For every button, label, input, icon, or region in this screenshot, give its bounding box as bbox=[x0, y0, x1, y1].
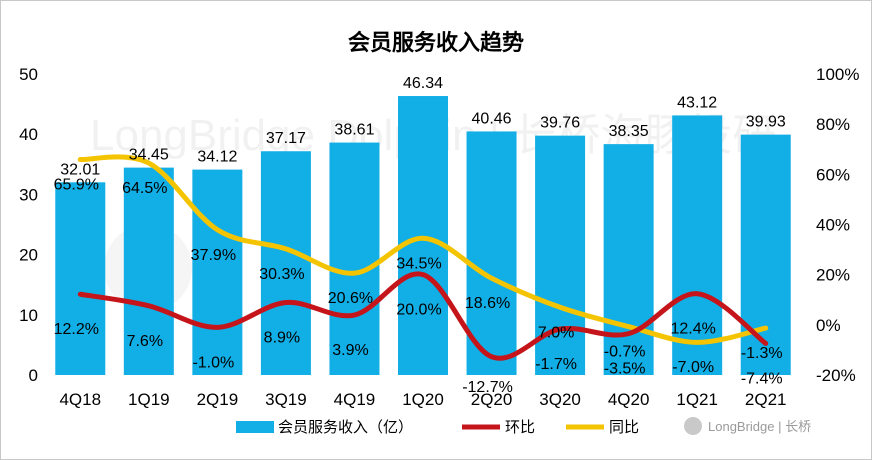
qoq-label-1Q20: 20.0% bbox=[396, 302, 441, 319]
y-right-tick-40%: 40% bbox=[816, 216, 850, 235]
yoy-label-2Q21: -1.3% bbox=[741, 345, 783, 362]
y-left-tick-20: 20 bbox=[19, 246, 38, 265]
bar-4Q19 bbox=[329, 142, 380, 375]
y-right-tick-100%: 100% bbox=[816, 65, 859, 84]
x-tick-1Q20: 1Q20 bbox=[402, 390, 444, 409]
qoq-label-2Q21: -7.4% bbox=[741, 370, 783, 387]
y-left-tick-0: 0 bbox=[29, 366, 38, 385]
qoq-label-2Q20: -12.7% bbox=[462, 379, 513, 396]
bar-2Q21 bbox=[740, 134, 791, 375]
bar-series bbox=[55, 96, 791, 375]
data-labels: 32.01 34.45 34.12 37.17 38.61 46.34 40.46 39.76… bbox=[54, 75, 786, 396]
legend-label-yoy: 同比 bbox=[609, 418, 639, 436]
bar-label-2Q21: 39.93 bbox=[746, 114, 786, 131]
legend-label-revenue: 会员服务收入（亿） bbox=[278, 418, 413, 436]
bar-label-1Q19: 34.45 bbox=[129, 147, 169, 164]
bar-1Q20 bbox=[398, 96, 448, 375]
y-left-tick-50: 50 bbox=[19, 65, 38, 84]
bar-label-4Q18: 32.01 bbox=[60, 161, 100, 178]
x-tick-1Q21: 1Q21 bbox=[676, 390, 718, 409]
yoy-label-4Q19: 20.6% bbox=[328, 290, 373, 307]
x-tick-4Q20: 4Q20 bbox=[608, 390, 650, 409]
bar-4Q18 bbox=[55, 182, 106, 375]
legend: 会员服务收入（亿） 环比 同比 bbox=[236, 418, 639, 436]
x-tick-4Q18: 4Q18 bbox=[59, 390, 101, 409]
right-axis-ticks: -20% 0% 20% 40% 60% 80% 100% bbox=[816, 65, 859, 385]
bar-label-4Q20: 38.35 bbox=[609, 123, 649, 140]
legend-swatch-bar bbox=[236, 421, 274, 433]
yoy-label-4Q18: 65.9% bbox=[54, 177, 99, 194]
qoq-label-3Q20: -1.7% bbox=[535, 356, 577, 373]
yoy-label-1Q20: 34.5% bbox=[396, 255, 441, 272]
yoy-label-3Q19: 30.3% bbox=[259, 266, 304, 283]
yoy-label-3Q20: 7.0% bbox=[538, 324, 574, 341]
qoq-label-2Q19: -1.0% bbox=[192, 354, 234, 371]
y-right-tick-0%: 0% bbox=[816, 316, 841, 335]
bar-label-2Q20: 40.46 bbox=[472, 110, 512, 127]
qoq-label-1Q19: 7.6% bbox=[127, 333, 163, 350]
y-right-tick-20%: 20% bbox=[816, 266, 850, 285]
bar-3Q19 bbox=[260, 151, 311, 375]
qoq-label-4Q20: -3.5% bbox=[604, 361, 646, 378]
bar-2Q19 bbox=[192, 169, 243, 375]
yoy-label-4Q20: -0.7% bbox=[604, 344, 646, 361]
x-tick-3Q20: 3Q20 bbox=[539, 390, 581, 409]
bar-1Q21 bbox=[672, 115, 723, 375]
brand-mark: LongBridge | 长桥 bbox=[684, 417, 811, 435]
line-series bbox=[77, 154, 769, 361]
bar-label-4Q19: 38.61 bbox=[334, 122, 374, 139]
y-left-tick-40: 40 bbox=[19, 125, 38, 144]
x-axis-ticks: 4Q18 1Q19 2Q19 3Q19 4Q19 1Q20 2Q20 3Q20 4Q20 1Q21… bbox=[59, 390, 786, 409]
y-right-tick-80%: 80% bbox=[816, 115, 850, 134]
yoy-label-1Q21: -7.0% bbox=[672, 359, 714, 376]
qoq-label-3Q19: 8.9% bbox=[264, 330, 300, 347]
line-qoq bbox=[77, 271, 769, 361]
qoq-label-1Q21: 12.4% bbox=[670, 321, 715, 338]
legend-label-qoq: 环比 bbox=[505, 418, 535, 436]
brand-text: LongBridge | 长桥 bbox=[708, 419, 811, 434]
qoq-label-4Q18: 12.2% bbox=[54, 321, 99, 338]
bar-label-2Q19: 34.12 bbox=[197, 149, 237, 166]
y-left-tick-30: 30 bbox=[19, 185, 38, 204]
y-right-tick-60%: 60% bbox=[816, 165, 850, 184]
bar-label-3Q20: 39.76 bbox=[540, 115, 580, 132]
bar-label-3Q19: 37.17 bbox=[266, 130, 306, 147]
y-right-tick--20%: -20% bbox=[816, 366, 856, 385]
line-yoy bbox=[77, 154, 769, 345]
y-left-tick-10: 10 bbox=[19, 306, 38, 325]
x-tick-1Q19: 1Q19 bbox=[128, 390, 170, 409]
left-axis-ticks: 0 10 20 30 40 50 bbox=[19, 65, 38, 385]
bar-label-1Q20: 46.34 bbox=[403, 75, 443, 92]
yoy-label-1Q19: 64.5% bbox=[122, 180, 167, 197]
x-tick-3Q19: 3Q19 bbox=[265, 390, 307, 409]
yoy-label-2Q19: 37.9% bbox=[191, 247, 236, 264]
yoy-label-2Q20: 18.6% bbox=[465, 295, 510, 312]
x-tick-4Q19: 4Q19 bbox=[334, 390, 376, 409]
bar-1Q19 bbox=[123, 167, 174, 375]
bar-label-1Q21: 43.12 bbox=[677, 94, 717, 111]
x-tick-2Q20: 2Q20 bbox=[471, 390, 513, 409]
x-tick-2Q19: 2Q19 bbox=[197, 390, 239, 409]
bar-2Q20 bbox=[466, 131, 517, 375]
chart-title: 会员服务收入趋势 bbox=[348, 30, 524, 56]
bar-4Q20 bbox=[603, 144, 654, 375]
x-tick-2Q21: 2Q21 bbox=[745, 390, 787, 409]
qoq-label-4Q19: 3.9% bbox=[332, 342, 368, 359]
